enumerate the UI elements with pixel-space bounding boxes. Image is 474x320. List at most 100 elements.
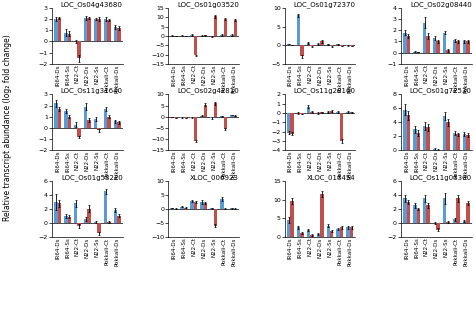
Bar [346,112,350,113]
Bar [290,113,294,133]
Bar [350,228,353,237]
Bar [200,116,204,117]
Bar [463,134,466,150]
Bar [214,103,217,117]
Bar [87,18,91,42]
Bar [97,19,101,42]
Bar [117,28,121,42]
Text: LOC_Os02g08440: LOC_Os02g08440 [410,1,472,8]
Bar [417,133,420,150]
Bar [87,209,91,223]
Bar [97,128,101,130]
Bar [230,35,234,36]
Bar [220,116,224,117]
Bar [94,19,97,42]
Text: LOC_Os11g20160: LOC_Os11g20160 [293,87,356,94]
Bar [287,44,290,45]
Bar [181,207,184,209]
Bar [184,207,187,209]
Bar [54,202,58,223]
Bar [97,223,101,233]
Bar [427,36,430,53]
Bar [456,42,460,53]
Bar [317,234,320,237]
Text: LOC_Os04g43680: LOC_Os04g43680 [61,1,123,8]
Bar [214,16,217,36]
Bar [117,216,121,223]
Bar [307,230,310,237]
Bar [54,103,58,128]
Bar [453,40,456,53]
Bar [210,208,214,209]
Bar [327,226,330,237]
Bar [447,123,450,150]
Bar [307,43,310,45]
Bar [224,19,227,36]
Bar [413,52,417,53]
Bar [310,112,314,113]
Bar [174,117,177,118]
Bar [337,112,340,113]
Bar [317,44,320,45]
Bar [453,220,456,223]
Text: LOC_Os01g72530: LOC_Os01g72530 [410,87,472,94]
Bar [310,45,314,46]
Bar [463,221,466,223]
Bar [114,121,117,128]
Bar [191,117,194,118]
Bar [58,18,61,42]
Bar [104,109,107,128]
Bar [320,42,324,45]
Bar [437,42,440,53]
Text: LOC_Os11g31640: LOC_Os11g31640 [61,87,123,94]
Bar [171,208,174,209]
Bar [67,34,71,42]
Bar [84,107,87,128]
Bar [340,45,343,46]
Bar [191,35,194,36]
Bar [330,111,333,113]
Text: Relative transcript abundance (log₂ fold change): Relative transcript abundance (log₂ fold… [3,35,11,221]
Bar [456,134,460,150]
Bar [74,203,77,223]
Bar [443,116,447,150]
Bar [117,123,121,128]
Bar [220,199,224,209]
Bar [466,135,470,150]
Bar [423,198,427,223]
Bar [194,117,197,141]
Bar [234,116,237,117]
Bar [114,210,117,223]
Text: LOC_Os11g03300: LOC_Os11g03300 [410,174,472,181]
Bar [77,42,81,58]
Bar [330,45,333,46]
Bar [194,36,197,55]
Bar [456,198,460,223]
Text: LOC_Os01g72370: LOC_Os01g72370 [293,1,356,8]
Bar [287,220,290,237]
Bar [310,235,314,237]
Bar [297,15,300,45]
Bar [94,119,97,128]
Text: LOC_Os01g53220: LOC_Os01g53220 [61,174,123,181]
Bar [463,42,466,53]
Bar [307,107,310,113]
Bar [466,42,470,53]
Bar [330,231,333,237]
Bar [443,33,447,53]
Bar [427,205,430,223]
Bar [427,127,430,150]
Bar [184,117,187,118]
Bar [204,105,207,117]
Bar [433,38,437,53]
Bar [234,20,237,36]
Bar [290,202,294,237]
Bar [350,45,353,46]
Bar [403,33,407,53]
Bar [346,228,350,237]
Bar [204,203,207,209]
Bar [433,149,437,150]
Bar [107,20,111,42]
Bar [423,126,427,150]
Bar [417,209,420,223]
